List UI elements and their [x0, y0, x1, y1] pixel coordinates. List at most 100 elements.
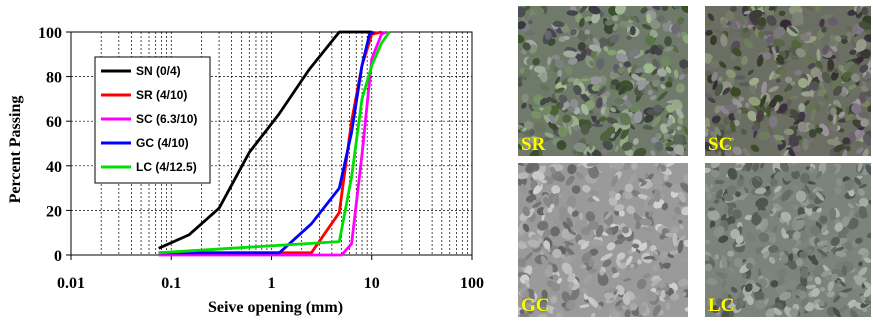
aggregate-grain — [616, 252, 626, 261]
aggregate-grain — [564, 146, 571, 156]
aggregate-grain — [634, 67, 645, 74]
aggregate-grain — [577, 163, 587, 167]
aggregate-grain — [730, 228, 741, 240]
aggregate-grain — [657, 91, 668, 101]
aggregate-grain — [821, 71, 832, 84]
aggregate-grain — [780, 211, 792, 222]
aggregate-grain — [599, 271, 605, 276]
aggregate-grain — [864, 299, 871, 305]
aggregate-grain — [618, 86, 626, 96]
aggregate-grain — [550, 226, 560, 237]
aggregate-grain — [841, 265, 848, 276]
aggregate-grain — [676, 126, 682, 131]
aggregate-grain — [597, 163, 611, 172]
aggregate-grain — [548, 121, 558, 131]
aggregate-grain — [832, 113, 837, 126]
x-tick-label: 0.01 — [57, 275, 85, 292]
aggregate-grain — [864, 34, 871, 42]
aggregate-grain — [819, 215, 828, 224]
aggregate-grain — [748, 96, 761, 106]
aggregate-grain — [736, 37, 743, 41]
aggregate-grain — [856, 147, 864, 154]
aggregate-grain — [818, 80, 825, 89]
aggregate-grain — [588, 6, 601, 15]
aggregate-grain — [763, 266, 774, 278]
aggregate-grain — [774, 140, 783, 145]
aggregate-grain — [641, 226, 653, 233]
aggregate-grain — [573, 84, 582, 96]
aggregate-grain — [650, 279, 660, 287]
photo-label-gc: GC — [521, 295, 550, 316]
aggregate-grain — [830, 107, 837, 115]
aggregate-grain — [564, 241, 574, 246]
aggregate-grain — [581, 185, 591, 193]
aggregate-grain — [773, 6, 778, 13]
aggregate-grain — [807, 255, 819, 264]
aggregate-grain — [679, 59, 688, 69]
legend-label-2: SR (4/10) — [136, 88, 187, 102]
aggregate-grain — [675, 235, 686, 245]
aggregate-grain — [684, 307, 688, 312]
aggregate-grain — [705, 20, 711, 26]
aggregate-grain — [705, 239, 711, 245]
aggregate-grain — [789, 109, 801, 120]
aggregate-grain — [637, 82, 646, 91]
aggregate-grain — [858, 261, 863, 267]
aggregate-grain — [800, 298, 809, 307]
aggregate-grain — [629, 16, 637, 22]
aggregate-grain — [525, 164, 534, 174]
aggregate-grain — [791, 163, 800, 172]
aggregate-grain — [827, 280, 835, 292]
aggregate-grain — [671, 225, 680, 235]
aggregate-grain — [794, 69, 803, 76]
aggregate-grain — [584, 29, 591, 35]
x-tick-label: 100 — [460, 275, 484, 292]
aggregate-grain — [549, 203, 555, 209]
aggregate-grain — [614, 192, 621, 201]
aggregate-grain — [531, 110, 542, 119]
aggregate-grain — [816, 248, 828, 257]
aggregate-grain — [552, 20, 565, 28]
aggregate-grain — [607, 49, 617, 56]
series-line-4 — [158, 30, 375, 255]
aggregate-grain — [588, 142, 593, 151]
aggregate-grain — [807, 62, 816, 69]
aggregate-grain — [666, 302, 671, 310]
aggregate-grain — [829, 40, 836, 47]
aggregate-grain — [759, 94, 767, 108]
aggregate-grain — [844, 241, 853, 252]
aggregate-grain — [751, 124, 760, 132]
aggregate-grain — [561, 291, 572, 304]
aggregate-grain — [677, 239, 684, 254]
aggregate-grain — [660, 76, 665, 82]
aggregate-grain — [546, 264, 553, 272]
aggregate-grain — [681, 6, 688, 14]
aggregate-grain — [612, 272, 620, 279]
aggregate-grain — [719, 61, 727, 69]
aggregate-grain — [531, 171, 545, 182]
aggregate-grain — [858, 21, 871, 30]
aggregate-grain — [541, 289, 548, 300]
aggregate-grain — [557, 69, 563, 78]
aggregate-grain — [598, 116, 608, 122]
aggregate-grain — [610, 163, 624, 170]
aggregate-grain — [532, 201, 542, 208]
aggregate-grain — [664, 46, 674, 52]
aggregate-grain — [634, 15, 640, 23]
aggregate-grain — [769, 210, 774, 215]
aggregate-grain — [554, 76, 561, 85]
aggregate-grain — [820, 286, 826, 292]
aggregate-grain — [741, 272, 747, 279]
aggregate-grain — [733, 75, 746, 80]
aggregate-grain — [765, 308, 775, 317]
aggregate-grain — [780, 254, 789, 264]
aggregate-grain — [832, 307, 841, 317]
aggregate-grain — [756, 109, 764, 123]
aggregate-grain — [808, 81, 819, 92]
aggregate-grain — [798, 103, 806, 113]
aggregate-grain — [587, 258, 595, 267]
aggregate-grain — [772, 38, 786, 47]
aggregate-grain — [546, 28, 557, 38]
aggregate-grain — [540, 255, 549, 268]
aggregate-grain — [646, 13, 652, 24]
